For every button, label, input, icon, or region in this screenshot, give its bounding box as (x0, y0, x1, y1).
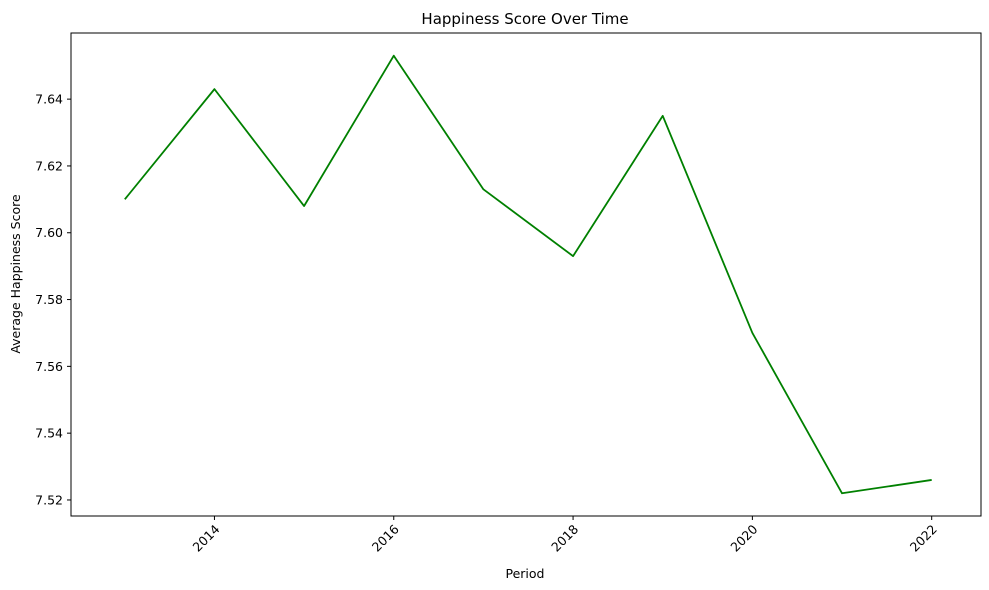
y-tick-label: 7.64 (35, 92, 63, 107)
x-tick-label: 2018 (548, 521, 581, 554)
y-axis: 7.52 7.54 7.56 7.58 7.60 7.62 7.64 (35, 92, 71, 507)
y-tick-label: 7.52 (35, 492, 63, 507)
y-tick-label: 7.54 (35, 426, 63, 441)
y-axis-label: Average Happiness Score (8, 194, 23, 354)
x-tick-label: 2014 (189, 521, 222, 554)
series-layer (124, 54, 932, 495)
x-tick-label: 2020 (727, 521, 760, 554)
y-tick-label: 7.62 (35, 158, 63, 173)
y-tick-label: 7.60 (35, 225, 63, 240)
series-line (124, 54, 932, 495)
chart-title: Happiness Score Over Time (421, 10, 628, 28)
x-axis-label: Period (506, 566, 545, 581)
plot-area (70, 32, 982, 517)
x-tick-label: 2022 (907, 522, 940, 555)
x-axis: 2014 2016 2018 2020 2022 (189, 516, 940, 555)
y-tick-label: 7.58 (35, 292, 63, 307)
y-tick-label: 7.56 (35, 359, 63, 374)
x-tick-label: 2016 (369, 521, 402, 554)
